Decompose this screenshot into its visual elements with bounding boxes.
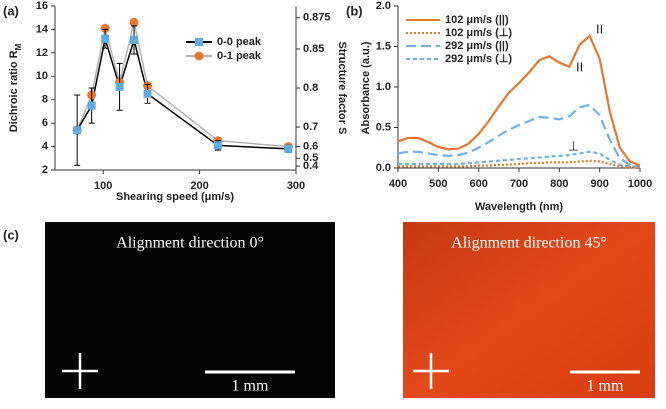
micrograph [45,222,335,398]
y-tick-label: 2.0 [376,0,391,12]
legend-label: 292 μm/s (||) [445,40,509,52]
series-line [76,22,289,148]
x-tick-label: 300 [287,180,305,192]
panel-label: (c) [3,227,19,242]
y-tick-label: 14 [36,23,49,35]
y2-tick-label: 0.85 [303,43,324,55]
marker [129,17,139,27]
x-tick-label: 400 [389,178,407,190]
y2-tick-label: 0.875 [303,12,331,24]
x-tick-label: 600 [469,178,487,190]
scale-label: 1 mm [232,378,269,395]
annotation: II [576,59,583,74]
y-axis-title-text: Dichroic ratio R [8,50,20,132]
y-tick-label: 6 [42,117,48,129]
x-tick-label: 500 [429,178,447,190]
series-line [397,103,641,168]
y2-tick-label: 0.5 [303,152,318,164]
y-tick-label: 1.0 [376,81,391,93]
y-tick-label: 16 [36,0,48,12]
annotation: II [596,21,603,36]
caption: Alignment direction 45° [451,235,607,252]
polarizer-cross [62,353,449,389]
y2-tick-label: 0.4 [303,160,319,172]
series-line [398,159,641,170]
y-tick-label: 12 [36,47,48,59]
x-tick-label: 800 [550,178,568,190]
y-tick-label: 4 [42,140,49,152]
y2-tick-label: 0.8 [303,82,318,94]
y2-axis-title: Structure factor S [336,42,348,135]
x-tick-label: 1000 [628,178,652,190]
marker [101,34,110,43]
x-tick-label: 700 [510,178,528,190]
y2-tick-label: 0.7 [303,121,318,133]
marker [213,141,222,150]
legend-label: 0-0 peak [217,36,262,48]
y-axis-title: Absorbance (a.u.) [360,41,372,134]
marker [284,144,293,153]
marker [100,23,110,33]
marker [87,101,96,110]
marker [115,82,124,91]
y-tick-label: 10 [36,70,48,82]
legend-label: 0-1 peak [217,50,262,62]
y-tick-label: 0.0 [376,162,391,174]
legend-marker [195,38,203,46]
y-tick-label: 2 [42,164,48,176]
x-tick-label: 900 [590,178,608,190]
series-line [398,150,641,169]
x-tick-label: 200 [190,180,208,192]
legend-label: 102 μm/s (||) [445,14,509,26]
caption: Alignment direction 0° [116,235,264,252]
annotation: ⊥ [568,138,579,153]
series-line [397,34,641,167]
panel-label: (a) [3,3,19,18]
y-tick-label: 0.5 [376,121,391,133]
y-axis-title: Dichroic ratio RM [8,43,23,132]
y-tick-label: 8 [42,94,48,106]
marker [143,89,152,98]
y-axis-title-subscript: M [14,43,23,50]
legend-label: 292 μm/s (⊥) [445,53,512,65]
legend-marker [194,51,204,61]
x-tick-label: 100 [94,180,112,192]
y2-tick-label: 0.6 [303,140,318,152]
scale-label: 1 mm [587,378,624,395]
marker [130,35,139,44]
micrograph [403,222,655,398]
panel-label: (b) [346,3,363,18]
x-axis-title: Shearing speed (μm/s) [116,191,234,203]
legend-label: 102 μm/s (⊥) [445,27,512,39]
y-tick-label: 1.5 [376,40,391,52]
x-axis-title: Wavelength (nm) [475,201,564,213]
marker [73,126,82,135]
